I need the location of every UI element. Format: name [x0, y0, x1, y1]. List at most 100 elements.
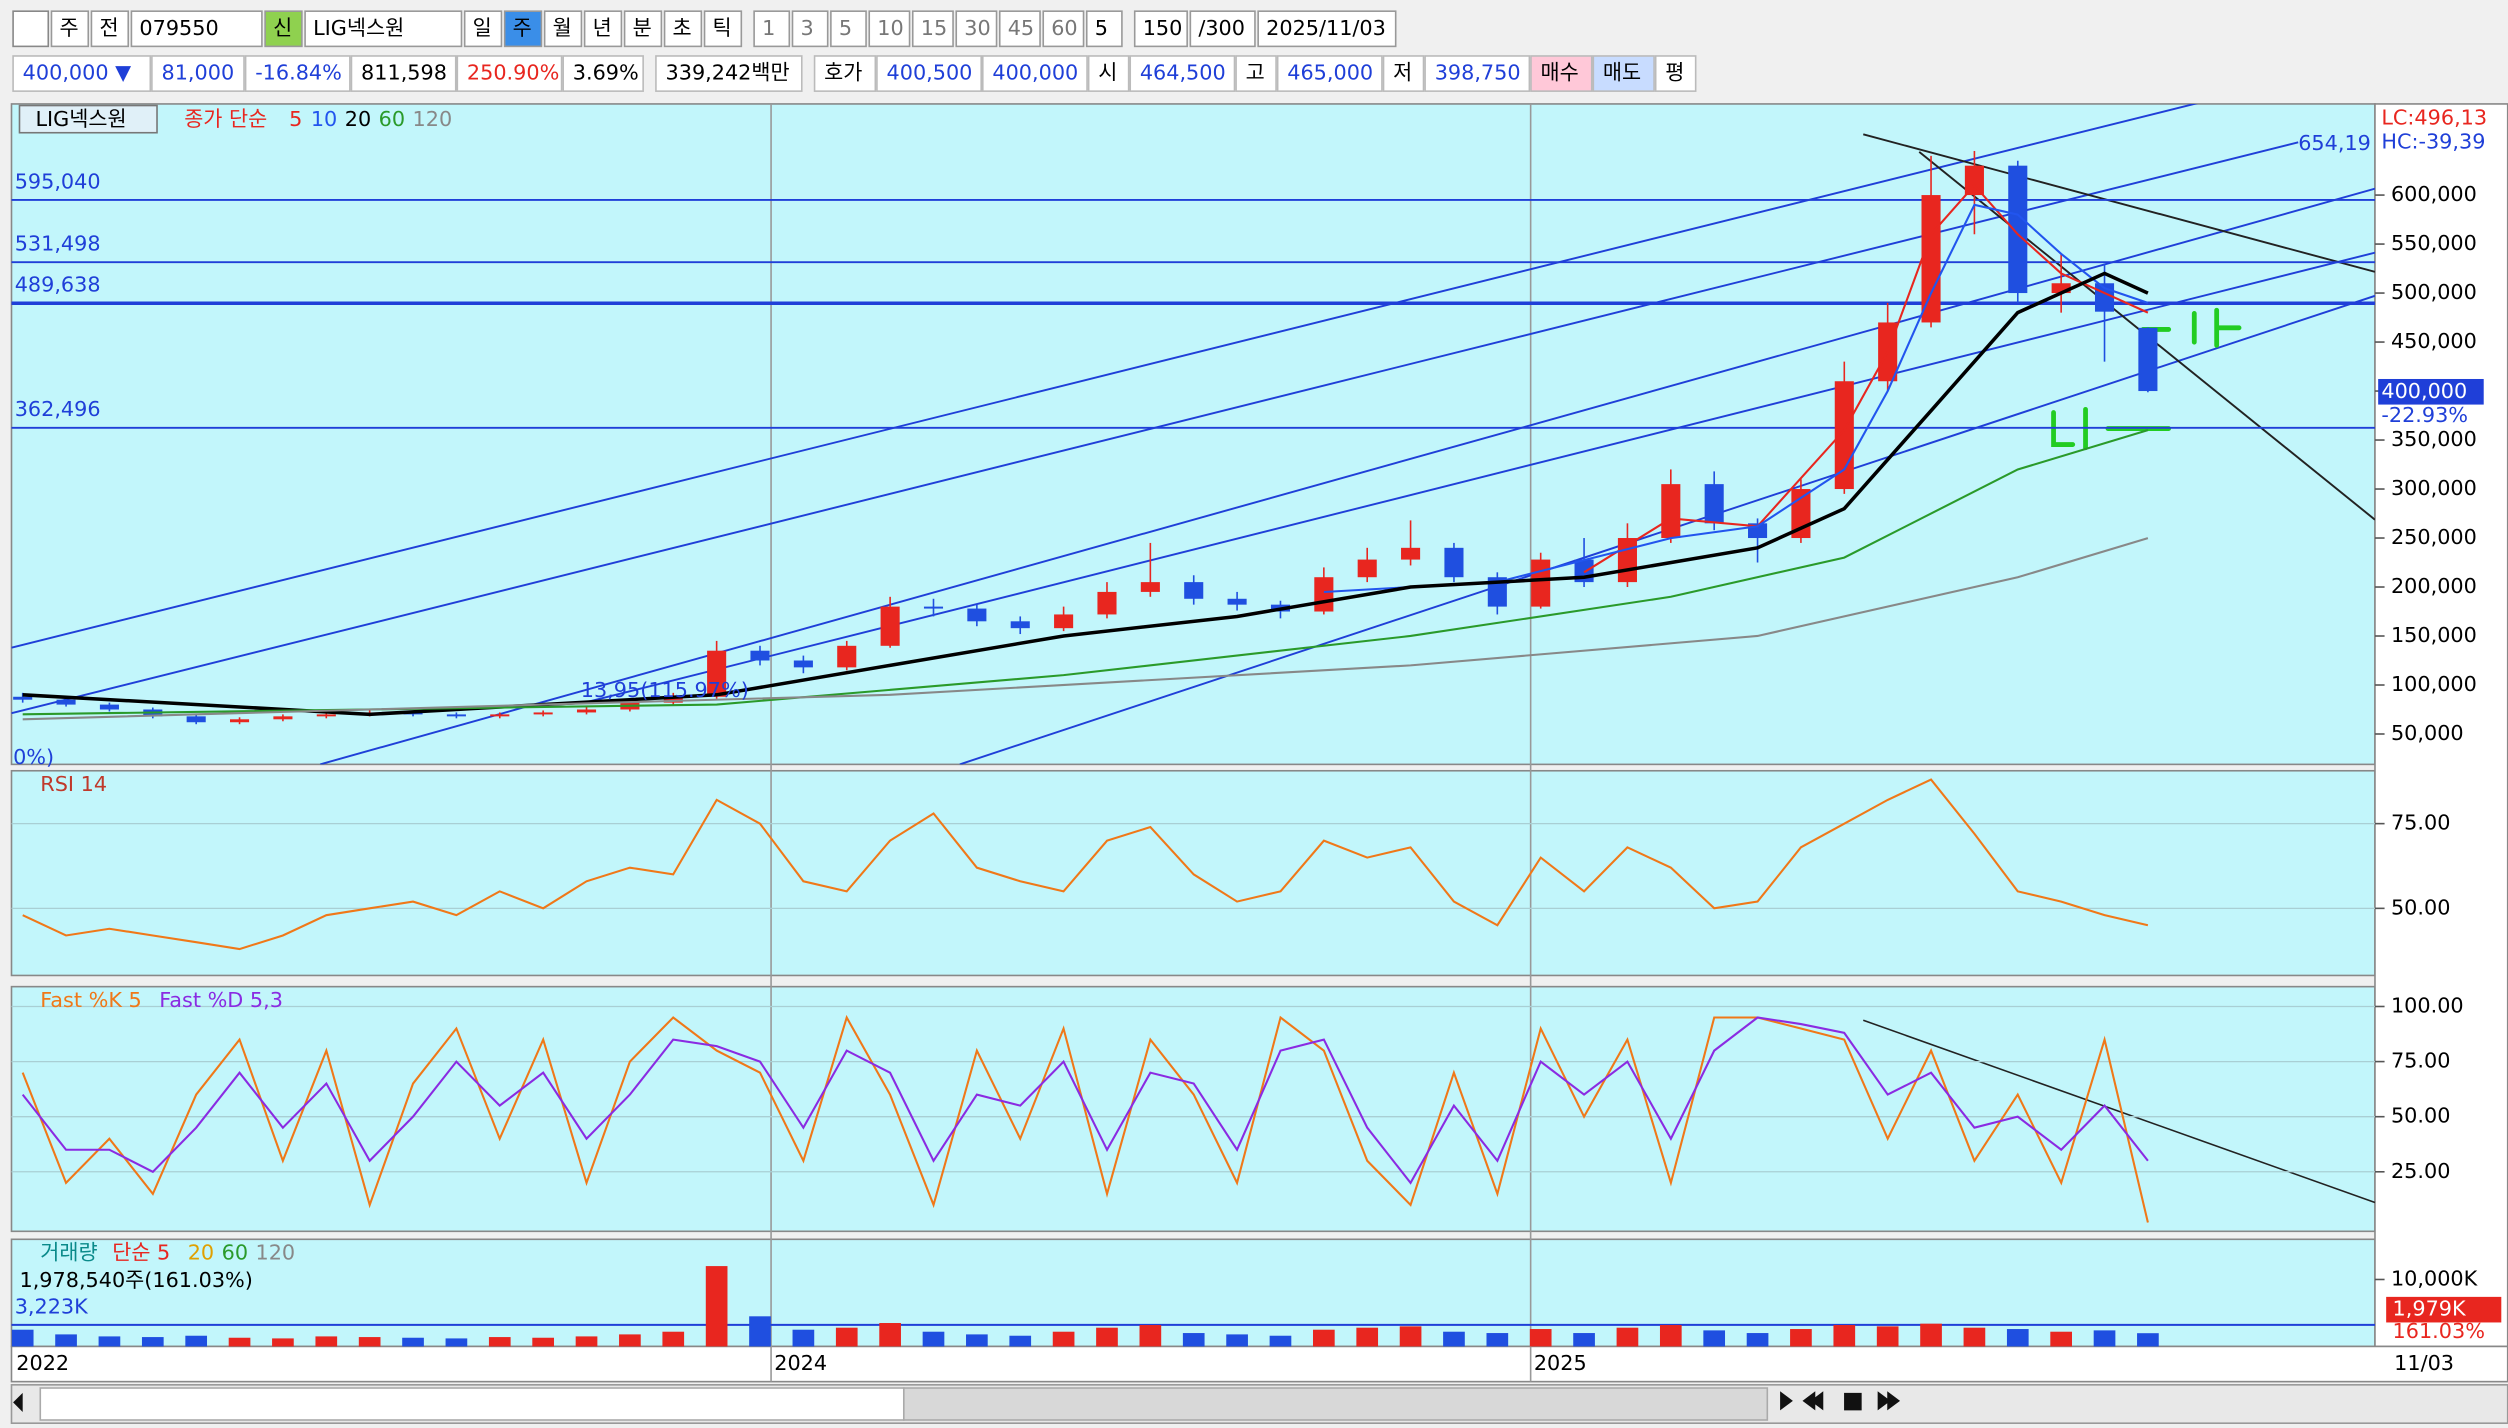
legend-entry: 60: [379, 107, 405, 131]
info-text[interactable]: 매수: [1541, 61, 1579, 85]
toolbar-label[interactable]: 10: [877, 16, 903, 40]
toolbar-button[interactable]: [830, 10, 867, 48]
toolbar-label[interactable]: 틱: [713, 16, 732, 40]
nav-buttons: [13, 1391, 1901, 1413]
volume-bar: [228, 1337, 251, 1347]
toolbar-button[interactable]: [791, 10, 829, 48]
scroll-track[interactable]: [39, 1387, 905, 1421]
toolbar-label[interactable]: 2025/11/03: [1266, 16, 1386, 40]
toolbar-label[interactable]: 5: [839, 16, 852, 40]
candle-body: [1444, 547, 1464, 578]
toolbar-label[interactable]: 주: [59, 16, 78, 40]
toolbar-label[interactable]: 주: [513, 16, 532, 40]
volume-tag-box: [2386, 1296, 2502, 1323]
toolbar-label[interactable]: 년: [593, 16, 612, 40]
scroll-thumb[interactable]: [902, 1387, 1769, 1421]
volume-bar: [1096, 1327, 1118, 1347]
candle-body: [967, 608, 987, 622]
toolbar-button[interactable]: [130, 10, 263, 48]
info-text[interactable]: 매도: [1603, 61, 1641, 85]
candle-body: [707, 650, 727, 697]
info-text: 400,000: [992, 61, 1078, 85]
toolbar-label[interactable]: 3: [800, 16, 813, 40]
info-text: 464,500: [1140, 61, 1226, 85]
toolbar-button[interactable]: [703, 10, 743, 48]
toolbar-label[interactable]: 079550: [139, 16, 218, 40]
toolbar-button[interactable]: [753, 10, 791, 48]
price-tag: 400,000: [2381, 379, 2467, 403]
toolbar-label[interactable]: 일: [473, 16, 492, 40]
toolbar-button[interactable]: [583, 10, 623, 48]
toolbar-button[interactable]: [868, 10, 911, 48]
volume-bar: [1486, 1333, 1509, 1347]
toolbar-label[interactable]: 45: [1008, 16, 1034, 40]
info-cell: [1129, 55, 1236, 92]
toolbar-button[interactable]: [623, 10, 663, 48]
toolbar-button[interactable]: [955, 10, 998, 48]
candle-body: [533, 712, 553, 715]
candle-body: [1184, 582, 1204, 599]
annotation: 0%): [13, 745, 54, 769]
menu-icon[interactable]: [12, 10, 50, 48]
toolbar-label[interactable]: LIG넥스원: [313, 16, 404, 40]
legend-entry: 120: [256, 1241, 296, 1265]
toolbar-label[interactable]: 60: [1051, 16, 1077, 40]
volume-bar: [98, 1336, 121, 1347]
y-tick-label: 10,000K: [2391, 1266, 2479, 1290]
candle-body: [1314, 577, 1334, 612]
info-cell[interactable]: [1592, 55, 1655, 92]
volume-bar: [575, 1336, 598, 1347]
toolbar-button[interactable]: [998, 10, 1041, 48]
info-text: 400,500: [887, 61, 973, 85]
toolbar-button[interactable]: [304, 10, 463, 48]
candle-body: [230, 719, 250, 723]
toolbar-label[interactable]: /300: [1198, 16, 1245, 40]
toolbar-label[interactable]: 신: [273, 16, 292, 40]
level-label: 362,496: [15, 397, 101, 421]
toolbar-button[interactable]: [1085, 10, 1123, 48]
y-tick-label: 100.00: [2391, 993, 2464, 1017]
toolbar-label[interactable]: 1: [762, 16, 775, 40]
legend-entry: 20: [188, 1241, 214, 1265]
info-cell: [151, 55, 245, 92]
toolbar-label[interactable]: 초: [673, 16, 692, 40]
toolbar-button[interactable]: [90, 10, 130, 48]
toolbar-label[interactable]: 월: [553, 16, 572, 40]
toolbar-button[interactable]: [1257, 10, 1397, 48]
volume-bar: [1920, 1323, 1942, 1347]
legend-entry: 5: [289, 107, 302, 131]
y-tick-label: 25.00: [2391, 1159, 2450, 1183]
toolbar-button[interactable]: [911, 10, 954, 48]
toolbar-label[interactable]: 150: [1143, 16, 1183, 40]
toolbar-label[interactable]: 분: [633, 16, 652, 40]
y-tick-label: 500,000: [2391, 280, 2477, 304]
info-text[interactable]: 평: [1665, 61, 1684, 85]
legend-entry: 종가 단순: [184, 107, 267, 131]
toolbar-button[interactable]: [50, 10, 90, 48]
toolbar-button[interactable]: [463, 10, 503, 48]
volume-bar: [358, 1337, 381, 1347]
toolbar-label[interactable]: 30: [964, 16, 990, 40]
toolbar-button[interactable]: [1042, 10, 1085, 48]
volume-bar: [55, 1334, 77, 1347]
nav-icon[interactable]: [1780, 1391, 1901, 1411]
toolbar-label[interactable]: 전: [99, 16, 118, 40]
scroll-left[interactable]: [13, 1392, 23, 1413]
toolbar-button[interactable]: [264, 10, 303, 48]
price-panel: [10, 103, 2376, 766]
info-cell[interactable]: [1654, 55, 1697, 92]
price-tag: LC:496,13: [2381, 105, 2487, 129]
trend-line: [1863, 133, 2375, 273]
series-line: [22, 271, 2149, 717]
toolbar-label[interactable]: 5: [1095, 16, 1108, 40]
info-cell[interactable]: [1530, 55, 1593, 92]
annotation: 13,95(115.97%): [581, 678, 749, 702]
toolbar-label[interactable]: 15: [921, 16, 947, 40]
toolbar-button[interactable]: [663, 10, 703, 48]
toolbar-button[interactable]: [1189, 10, 1256, 48]
annotation: 654,19: [2298, 131, 2371, 155]
toolbar-button[interactable]: [503, 10, 543, 48]
info-cell: [1276, 55, 1383, 92]
toolbar-button[interactable]: [543, 10, 583, 48]
toolbar-button[interactable]: [1133, 10, 1188, 48]
